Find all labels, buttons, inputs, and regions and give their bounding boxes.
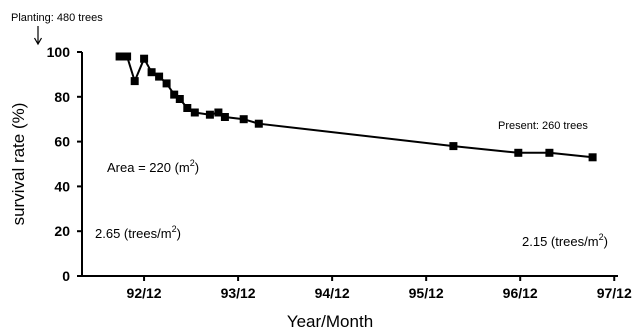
data-point-marker [147,68,156,77]
density-right-annotation: 2.15 (trees/m2) [522,232,608,249]
area-annotation-end: ) [195,160,199,175]
x-tick-label: 94/12 [315,285,350,301]
axes [81,52,618,277]
density-left-end: ) [177,226,181,241]
data-point-marker [254,119,263,128]
data-point-marker [175,95,184,103]
y-tick-label: 40 [54,178,70,194]
data-point-marker [514,148,523,157]
x-tick-label: 92/12 [127,285,162,301]
y-tick-label: 60 [54,134,70,150]
x-axis-title: Year/Month [287,312,373,331]
planting-annotation: Planting: 480 trees [11,12,103,24]
area-annotation-sup: 2 [190,158,195,168]
data-point-marker [170,90,179,99]
x-tick-label: 93/12 [221,285,256,301]
present-annotation: Present: 260 trees [498,120,588,132]
data-point-marker [140,54,149,63]
density-right-sup: 2 [599,232,604,242]
planting-arrow [33,26,43,46]
x-tick-label: 95/12 [409,285,444,301]
data-point-marker [588,153,597,162]
data-point-marker [115,52,124,61]
data-point-marker [190,108,199,117]
density-right-end: ) [604,234,608,249]
data-point-marker [155,72,164,81]
data-point-marker [220,113,229,121]
data-point-marker [205,110,214,119]
density-right-text: 2.15 (trees/m [522,234,599,249]
data-point-marker [162,79,171,88]
data-point-marker [214,108,223,117]
data-point-marker [123,52,132,61]
density-left-sup: 2 [172,224,177,234]
x-tick-label: 97/12 [597,285,632,301]
y-tick-label: 80 [54,89,70,105]
data-point-marker [449,142,458,151]
density-left-annotation: 2.65 (trees/m2) [95,224,181,241]
y-tick-label: 20 [54,223,70,239]
area-annotation-text: Area = 220 (m [107,160,190,175]
series-group [115,52,597,162]
y-tick-label: 0 [62,268,70,284]
x-tick-label: 96/12 [503,285,538,301]
data-point-marker [183,104,192,112]
y-tick-label: 100 [47,44,71,60]
data-point-marker [545,148,554,157]
density-left-text: 2.65 (trees/m [95,226,172,241]
y-axis-title: survival rate (%) [9,103,28,226]
data-point-marker [239,115,248,124]
y-ticks: 0 20 40 60 80 100 [47,44,82,284]
data-point-marker [130,77,139,86]
area-annotation: Area = 220 (m2) [107,158,199,175]
x-ticks: 92/12 93/12 94/12 95/12 96/12 97/12 [127,276,632,301]
